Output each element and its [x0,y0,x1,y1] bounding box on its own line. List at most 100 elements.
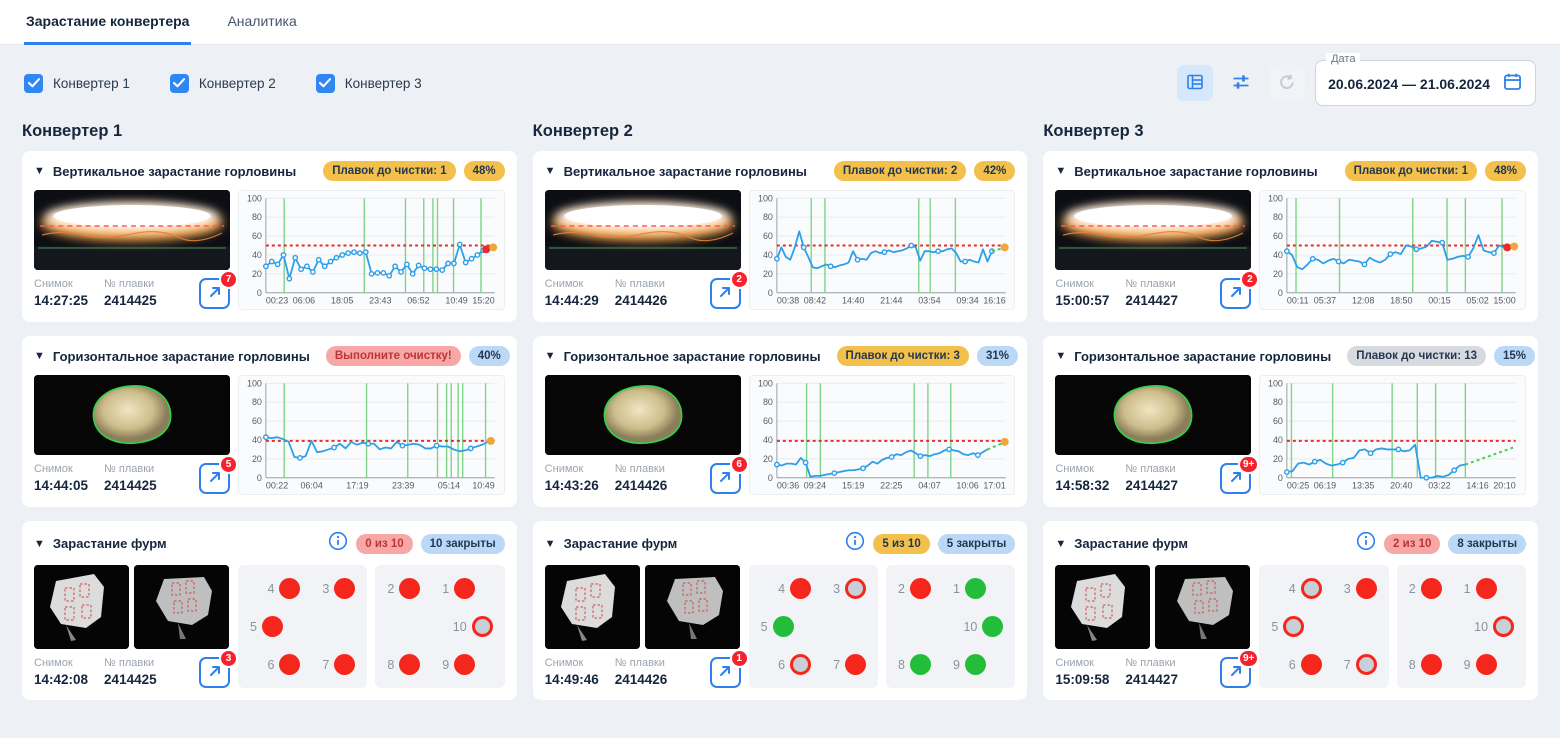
svg-text:20: 20 [763,269,773,279]
svg-text:80: 80 [252,397,262,407]
converter-column-2: Конвертер 2 ▼ Вертикальное зарастание го… [532,114,1028,714]
expand-button[interactable]: 1 [709,649,749,688]
collapse-icon[interactable]: ▼ [544,537,556,550]
expand-button[interactable]: 2 [709,270,749,309]
svg-text:40: 40 [252,435,262,445]
card-title: Горизонтальное зарастание горловины [1074,348,1332,364]
tuyere-dot-6: 6 [778,654,812,675]
snapshot-label: Снимок [34,278,73,290]
svg-text:0: 0 [1278,288,1283,298]
notification-badge: 9+ [1237,649,1260,668]
expand-button[interactable]: 6 [709,455,749,494]
card-title: Горизонтальное зарастание горловины [52,348,310,364]
melt-label: № плавки [104,463,155,475]
growth-trend-chart: 0 20 40 60 80 100 00:38 08:42 14:40 21:44 03:54 09:… [748,190,1016,310]
svg-text:20: 20 [763,454,773,464]
collapse-icon[interactable]: ▼ [1055,537,1067,550]
expand-button[interactable]: 3 [199,649,238,688]
svg-text:21:44: 21:44 [880,296,902,306]
tuyere-snapshot-image-1 [544,565,640,649]
snapshot-image [544,190,741,270]
svg-text:15:19: 15:19 [842,481,864,491]
svg-text:12:08: 12:08 [1352,296,1374,306]
svg-text:100: 100 [758,378,773,388]
date-range-field[interactable]: Дата 20.06.2024 — 21.06.2024 [1315,53,1536,106]
svg-text:05:02: 05:02 [1467,296,1489,306]
melt-label: № плавки [614,278,665,290]
svg-text:17:01: 17:01 [983,481,1005,491]
melt-label: № плавки [1125,278,1176,290]
tab-analytics[interactable]: Аналитика [227,13,297,29]
expand-arrow-icon [1229,664,1243,681]
collapse-icon[interactable]: ▼ [34,165,45,177]
snapshot-image [1055,190,1252,270]
snapshot-image [34,190,230,270]
melts-to-clean-badge: Плавок до чистки: 2 [833,161,967,181]
svg-text:14:40: 14:40 [842,296,864,306]
tab-converter-growth[interactable]: Зарастание конвертера [24,0,192,45]
closed-count-badge: 10 закрыты [420,533,505,554]
converter-column-3: Конвертер 3 ▼ Вертикальное зарастание го… [1043,114,1539,714]
svg-text:23:39: 23:39 [392,481,414,491]
info-icon[interactable] [1356,531,1376,556]
checkbox-converter-1[interactable]: Конвертер 1 [24,73,130,93]
table-view-button[interactable] [1177,65,1214,101]
svg-text:0: 0 [768,288,773,298]
svg-text:40: 40 [1273,435,1283,445]
svg-text:60: 60 [763,416,773,426]
checkbox-converter-3[interactable]: Конвертер 3 [315,73,422,93]
card-title: Вертикальное зарастание горловины [563,163,807,179]
tuyere-dot-9: 9 [1464,654,1497,675]
svg-text:60: 60 [1273,231,1283,241]
tuyere-dot-10: 10 [1474,616,1515,637]
expand-button[interactable]: 7 [199,270,238,309]
expand-button[interactable]: 9+ [1220,455,1260,494]
tuyere-snapshot-image-2 [134,565,229,649]
checkbox-converter-2[interactable]: Конвертер 2 [169,73,276,93]
card-title: Горизонтальное зарастание горловины [563,348,821,364]
percent-badge: 48% [1484,161,1527,181]
collapse-icon[interactable]: ▼ [1055,165,1067,177]
snapshot-label: Снимок [34,463,73,475]
notification-badge: 7 [219,270,238,289]
svg-text:00:36: 00:36 [777,481,799,491]
snapshot-label: Снимок [1055,463,1094,475]
reset-button[interactable] [1269,65,1306,101]
tuyere-dot-7: 7 [1344,654,1377,675]
tuyere-status-right: 2 1 10 8 9 [375,565,505,688]
expand-button[interactable]: 2 [1220,270,1260,309]
checkbox-label: Конвертер 1 [53,75,130,91]
tuyere-dot-4: 4 [778,578,812,599]
svg-text:05:37: 05:37 [1314,296,1336,306]
svg-text:0: 0 [768,473,773,483]
melt-label: № плавки [104,657,155,669]
collapse-icon[interactable]: ▼ [34,350,45,362]
expand-button[interactable]: 9+ [1220,649,1260,688]
collapse-icon[interactable]: ▼ [34,537,45,550]
card-title: Зарастание фурм [563,536,678,551]
info-icon[interactable] [328,531,348,556]
snapshot-label: Снимок [544,463,584,475]
svg-text:09:24: 09:24 [803,481,825,491]
tuyere-dot-9: 9 [442,654,476,675]
melt-number: 2414427 [1125,672,1178,687]
horizontal-growth-card: ▼ Горизонтальное зарастание горловины Пл… [532,336,1028,507]
expand-button[interactable]: 5 [199,455,238,494]
info-icon[interactable] [845,531,865,556]
melt-number: 2414426 [614,293,668,308]
collapse-icon[interactable]: ▼ [544,350,556,362]
card-title: Вертикальное зарастание горловины [1074,163,1318,179]
growth-trend-chart: 0 20 40 60 80 100 00:36 09:24 15:19 22:25 04:07 10:… [748,375,1016,495]
tuyere-dot-5: 5 [761,616,794,637]
collapse-icon[interactable]: ▼ [1055,350,1067,362]
collapse-icon[interactable]: ▼ [544,165,556,177]
calendar-icon[interactable] [1502,71,1523,97]
tuyere-dot-7: 7 [322,654,356,675]
settings-sliders-button[interactable] [1223,65,1259,101]
tuyere-snapshot-image-1 [34,565,129,649]
reset-icon [1277,72,1297,95]
svg-text:20: 20 [252,269,262,279]
svg-text:10:49: 10:49 [472,481,494,491]
percent-badge: 40% [468,346,510,366]
converter-title: Конвертер 1 [22,122,123,140]
